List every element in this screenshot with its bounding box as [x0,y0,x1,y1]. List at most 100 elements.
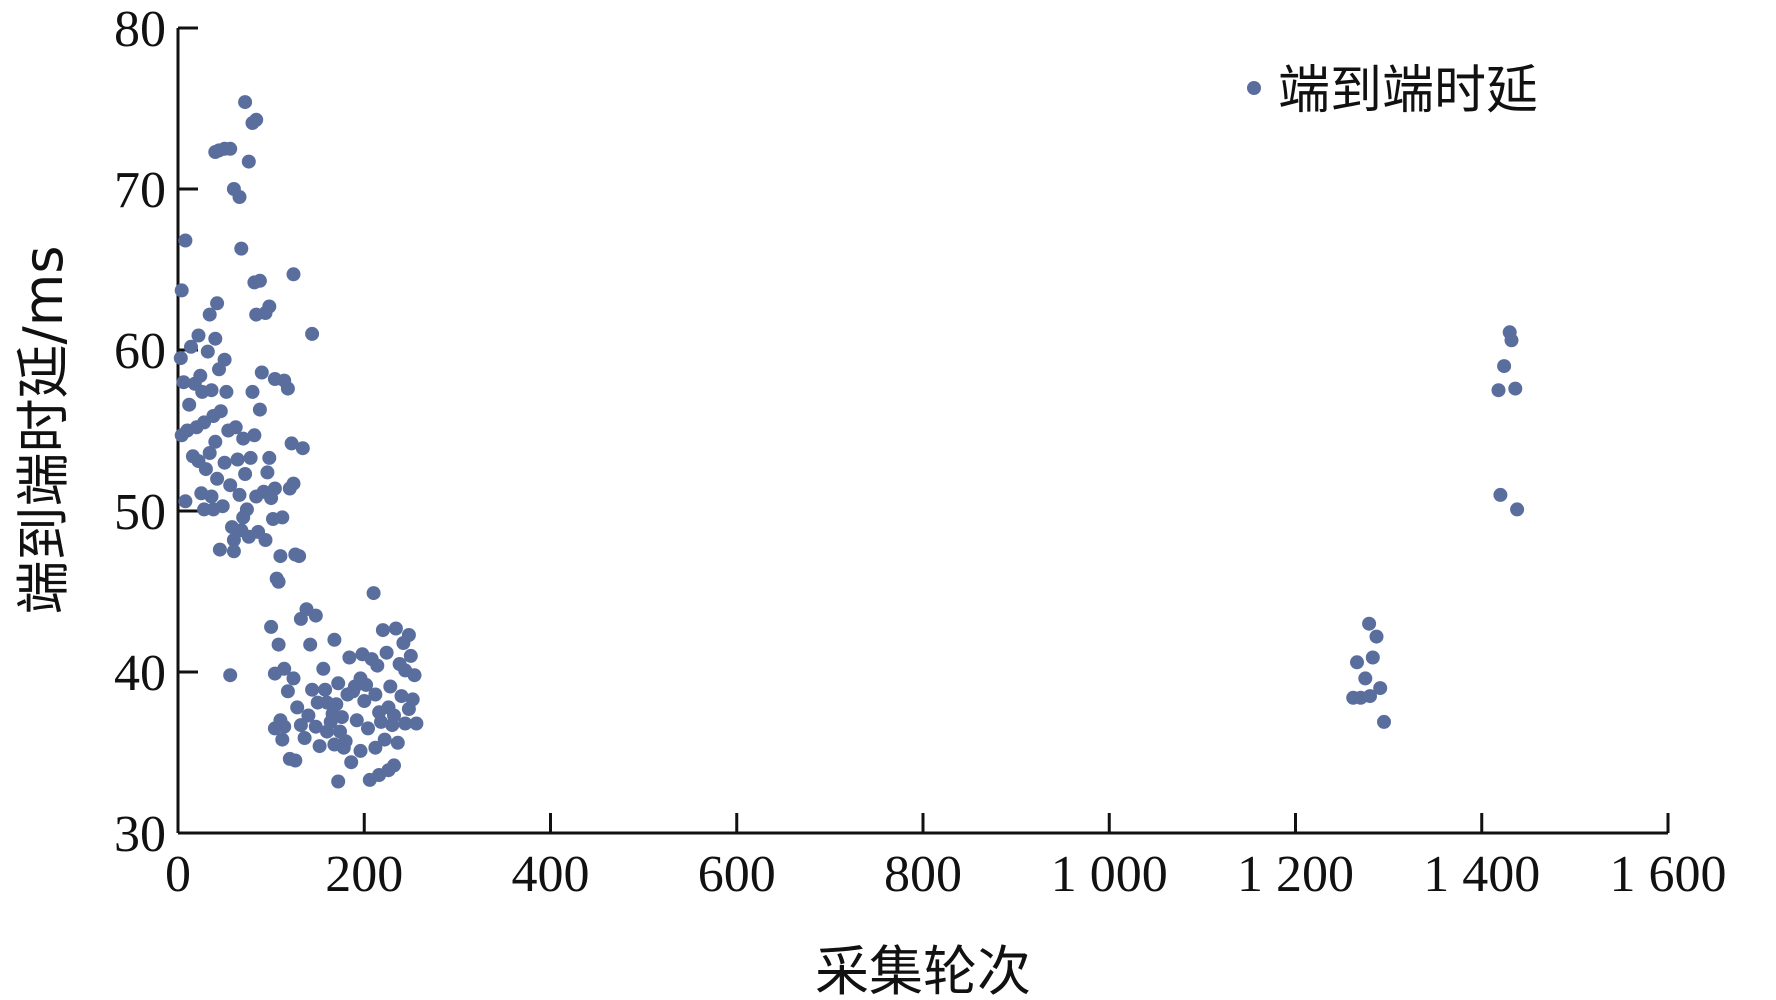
data-point [236,510,251,525]
data-point [292,549,307,564]
data-point [305,682,320,697]
data-point [238,95,253,110]
data-point [286,671,301,686]
x-axis-title: 采集轮次 [815,940,1031,1000]
data-point [310,695,325,710]
data-point [329,697,344,712]
data-point [204,489,219,504]
data-point [320,724,334,739]
data-point [226,533,241,547]
data-point [230,452,245,467]
data-point [254,365,269,380]
legend: 端到端时延 [1247,61,1538,121]
data-point [290,700,305,715]
data-point [1362,616,1377,631]
data-point [388,621,403,636]
data-point [232,487,247,502]
data-point [249,112,264,127]
data-point [243,450,258,465]
data-point [1493,487,1508,502]
data-point [193,368,208,383]
data-point [275,732,290,747]
data-point [267,666,282,681]
data-point [1373,681,1388,696]
data-point [241,154,256,169]
data-point [264,619,279,634]
y-tick-label: 50 [114,484,166,541]
data-point [174,283,189,298]
data-point [288,753,303,768]
data-point [284,436,299,451]
data-point [390,735,405,750]
y-tick-label: 40 [114,645,166,702]
data-point [308,719,323,734]
data-point [370,658,385,673]
data-point [223,668,238,683]
data-point [303,637,318,652]
data-points [173,95,1525,789]
data-point [1504,333,1519,348]
x-tick-label: 1 400 [1423,846,1540,903]
data-point [215,499,230,514]
data-point [1510,502,1525,517]
data-point [401,702,416,716]
data-point [202,307,217,322]
data-point [247,428,262,443]
data-point [271,637,286,652]
data-point [208,331,223,346]
data-point [361,721,375,736]
data-point [260,465,275,480]
data-point [394,689,409,704]
data-point [407,668,422,683]
data-point [366,586,381,601]
y-axis-title: 端到端时延/ms [12,246,75,615]
data-point [202,446,217,460]
data-point [293,718,308,733]
legend-label: 端到端时延 [1278,61,1538,121]
data-point [212,542,227,557]
data-point [236,431,251,446]
data-point [295,441,310,456]
data-point [213,404,228,419]
data-point [368,687,383,702]
legend-marker [1247,81,1261,95]
x-tick-label: 800 [884,846,962,903]
data-point [280,684,295,699]
data-point [377,732,392,747]
data-point [353,743,368,758]
data-point [349,713,364,728]
y-tick-label: 60 [114,323,166,380]
data-point [1363,689,1377,704]
data-point [312,739,327,754]
x-ticks: 0 200 400 600 800 1 000 1 200 1 400 1 600 [165,813,1727,903]
data-point [182,397,197,412]
data-point [342,650,357,665]
data-point [398,716,413,731]
data-point [379,645,394,660]
data-point [210,471,225,486]
data-point [234,241,249,256]
data-point [262,299,277,314]
data-point [297,731,312,745]
data-point [184,339,198,354]
data-point [347,679,362,694]
data-point [1377,714,1391,729]
data-point [331,676,346,691]
data-point [1365,650,1380,665]
data-point [305,326,320,341]
y-ticks: 30 40 50 60 70 80 [114,1,198,863]
data-point [383,679,398,694]
data-point [178,494,193,509]
data-point [385,718,400,733]
axes [176,28,1668,835]
data-point [286,476,301,491]
data-point [375,623,390,638]
x-tick-label: 0 [165,846,191,903]
data-point [344,755,359,770]
data-point [359,677,374,692]
data-point [228,420,243,435]
data-point [226,544,241,559]
data-point [176,375,191,390]
data-point [219,384,234,399]
